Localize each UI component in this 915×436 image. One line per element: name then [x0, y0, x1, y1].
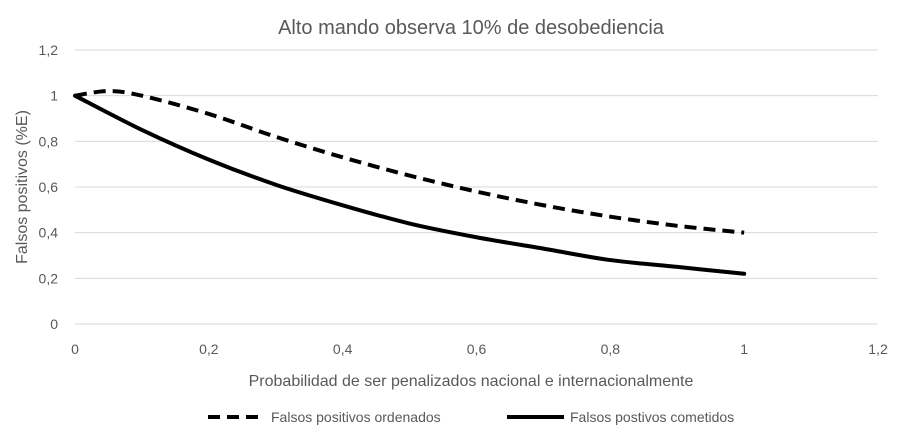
- chart-title: Alto mando observa 10% de desobediencia: [278, 17, 665, 39]
- series-line-2: [73, 93, 747, 276]
- y-tick-label: 0,6: [39, 179, 59, 195]
- y-axis-label: Falsos positivos (%E): [14, 110, 31, 264]
- legend-label-2: Falsos postivos cometidos: [570, 409, 734, 425]
- legend: Falsos positivos ordenados Falsos postivo…: [208, 409, 734, 425]
- series-lines: [73, 89, 747, 276]
- y-tick-label: 0,2: [39, 270, 59, 286]
- y-tick-label: 0,4: [39, 225, 59, 241]
- x-tick-label: 0,4: [333, 341, 353, 357]
- y-tick-label: 1,2: [39, 42, 59, 58]
- gridlines: [75, 49, 878, 325]
- x-tick-label: 0,6: [467, 341, 487, 357]
- x-tick-label: 0,2: [199, 341, 219, 357]
- series-line-1: [74, 89, 745, 235]
- x-tick-label: 0: [71, 341, 79, 357]
- x-tick-label: 1: [740, 341, 748, 357]
- legend-label-1: Falsos positivos ordenados: [271, 409, 441, 425]
- x-tick-label: 1,2: [868, 341, 888, 357]
- y-tick-label: 0: [50, 316, 58, 332]
- axis-ticks: 0 0,2 0,4 0,6 0,8 1 1,2 0 0,2 0,4 0,6 0,8 1 1,2: [39, 42, 888, 357]
- y-tick-label: 1: [50, 88, 58, 104]
- x-tick-label: 0,8: [601, 341, 621, 357]
- x-axis-label: Probabilidad de ser penalizados nacional…: [249, 373, 694, 390]
- y-tick-label: 0,8: [39, 133, 59, 149]
